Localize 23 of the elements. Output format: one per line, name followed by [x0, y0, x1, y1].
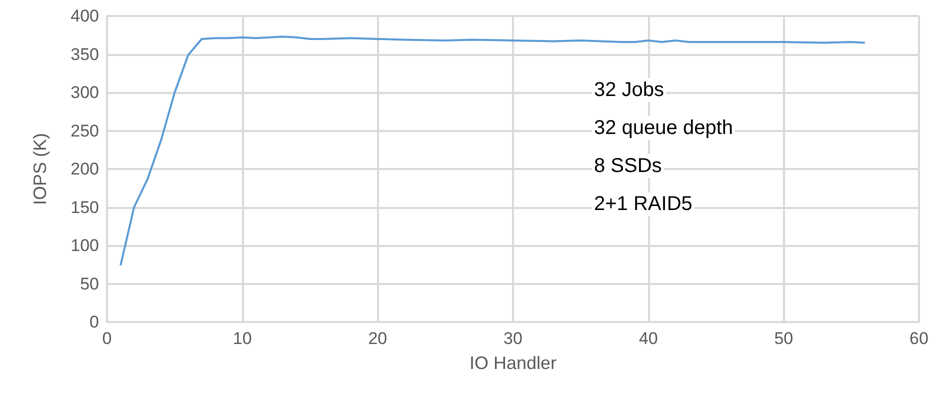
- x-tick-label: 50: [774, 329, 794, 348]
- x-tick-label: 40: [638, 329, 658, 348]
- y-axis-title: IOPS (K): [30, 132, 50, 206]
- y-tick-label: 350: [70, 44, 99, 64]
- annotation: 2+1 RAID5: [594, 193, 692, 215]
- line-series: [120, 36, 866, 266]
- y-tick-label: 400: [70, 6, 99, 26]
- y-tick-label: 50: [80, 274, 99, 294]
- annotation: 32 Jobs: [594, 79, 664, 101]
- x-tick-label: 30: [504, 329, 522, 348]
- x-tick-label: 10: [232, 329, 252, 348]
- x-axis-title: IO Handler: [469, 353, 557, 373]
- x-tick-label: 60: [910, 329, 928, 348]
- y-tick-label: 300: [70, 83, 99, 102]
- y-tick-label: 250: [70, 121, 99, 140]
- y-tick-label: 150: [70, 198, 99, 217]
- x-tick-label: 20: [368, 329, 388, 348]
- y-tick-label: 0: [90, 312, 99, 332]
- annotation: 8 SSDs: [594, 155, 662, 177]
- x-tick-label: 0: [102, 329, 112, 348]
- annotation: 32 queue depth: [594, 117, 734, 139]
- y-tick-label: 100: [70, 236, 99, 255]
- y-tick-label: 200: [70, 160, 99, 178]
